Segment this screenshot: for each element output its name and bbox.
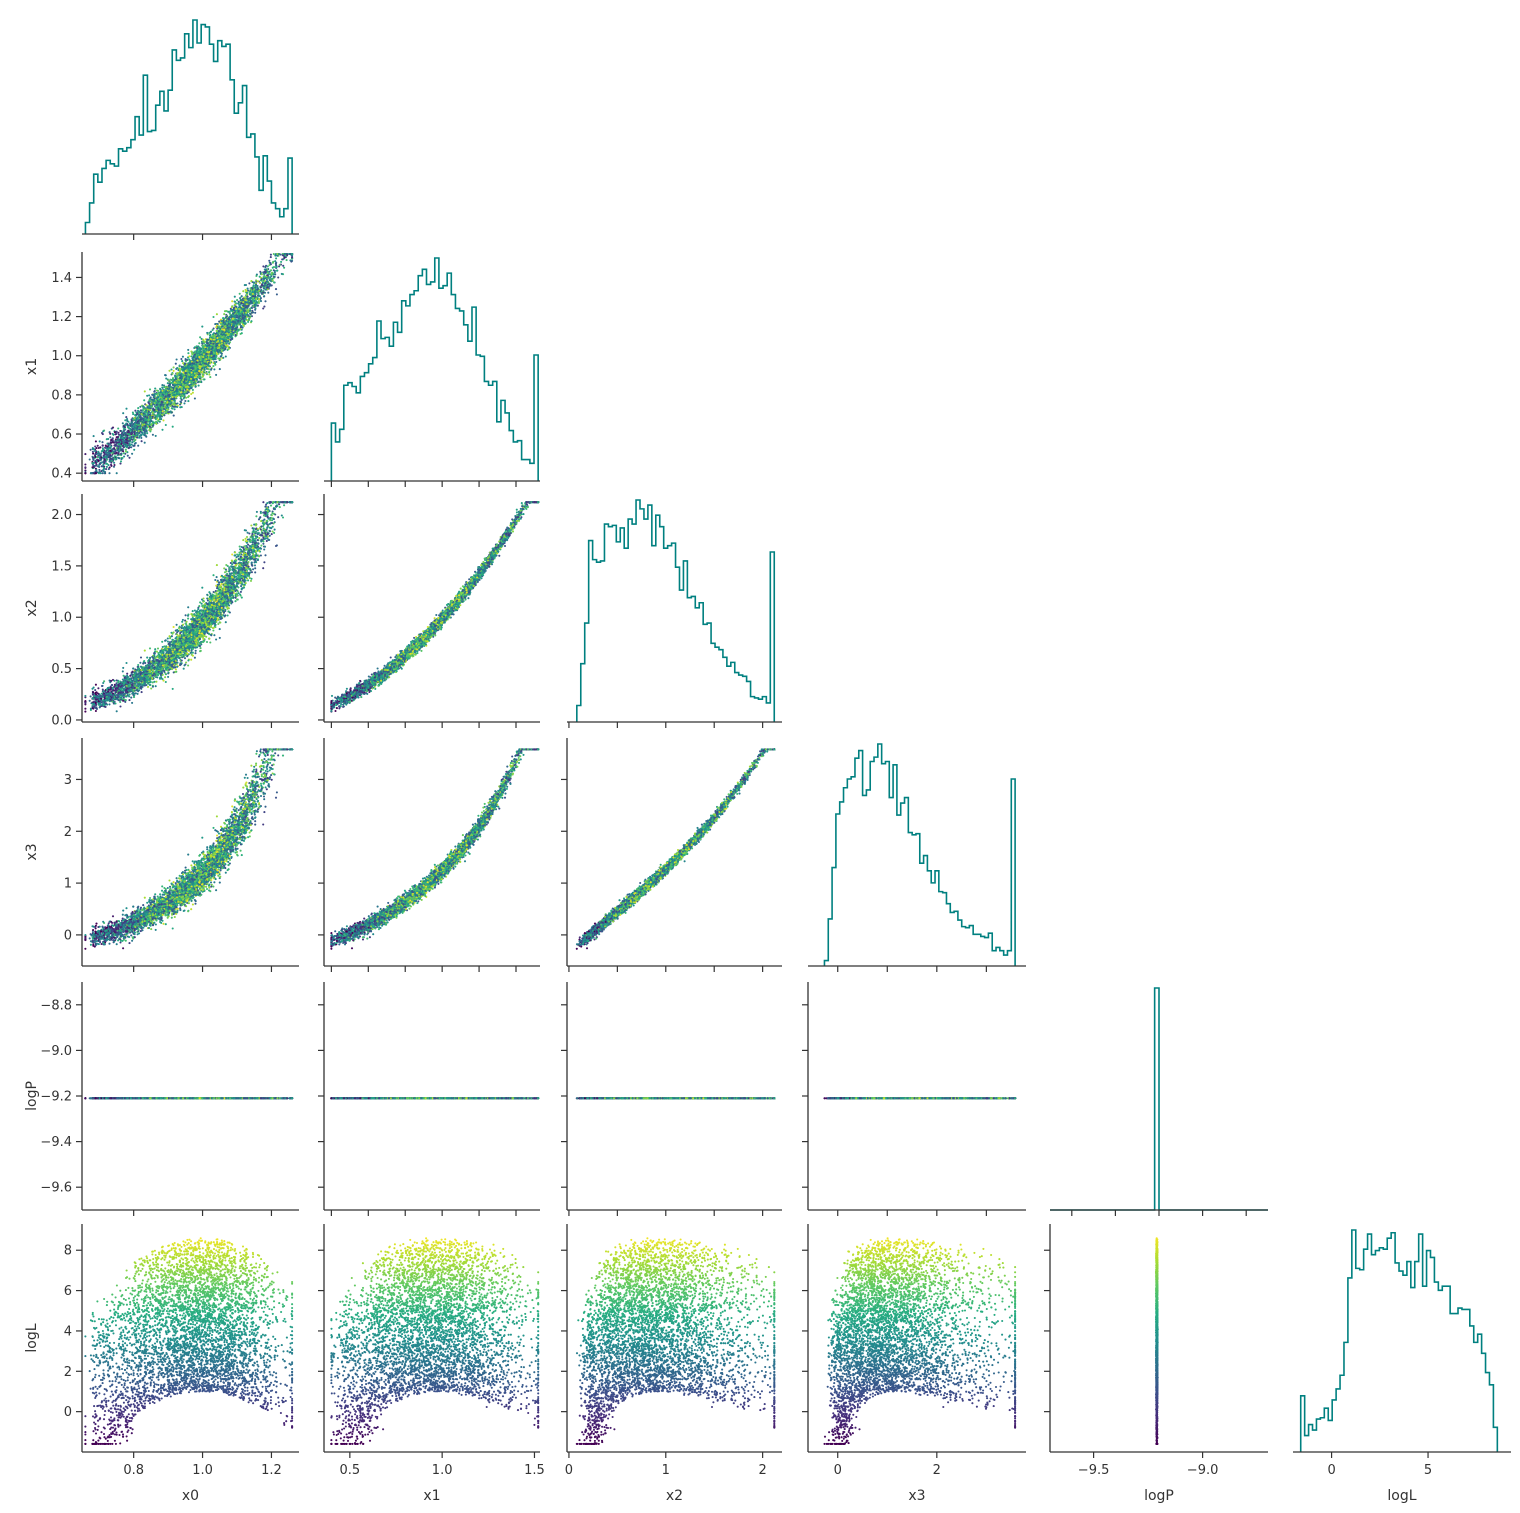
- point: [242, 290, 244, 292]
- point: [84, 463, 86, 465]
- point: [84, 453, 86, 455]
- point: [187, 349, 189, 351]
- point: [92, 451, 94, 453]
- point: [268, 260, 270, 262]
- panel-x0-vs-x0: [82, 20, 299, 240]
- point: [105, 468, 107, 470]
- point: [149, 388, 151, 390]
- histogram-x0: [85, 20, 292, 234]
- point: [172, 426, 174, 428]
- panel-x1-vs-x0: 0.40.60.81.01.21.4: [51, 252, 299, 487]
- corner-plot: 0.40.60.81.01.21.40.00.51.01.52.00123−9.…: [0, 0, 1520, 1513]
- point: [263, 295, 265, 297]
- scatter-x1-vs-x0: [84, 253, 293, 474]
- point: [286, 259, 288, 261]
- point: [168, 370, 170, 372]
- point: [231, 300, 233, 302]
- point: [123, 455, 125, 457]
- point: [119, 463, 121, 465]
